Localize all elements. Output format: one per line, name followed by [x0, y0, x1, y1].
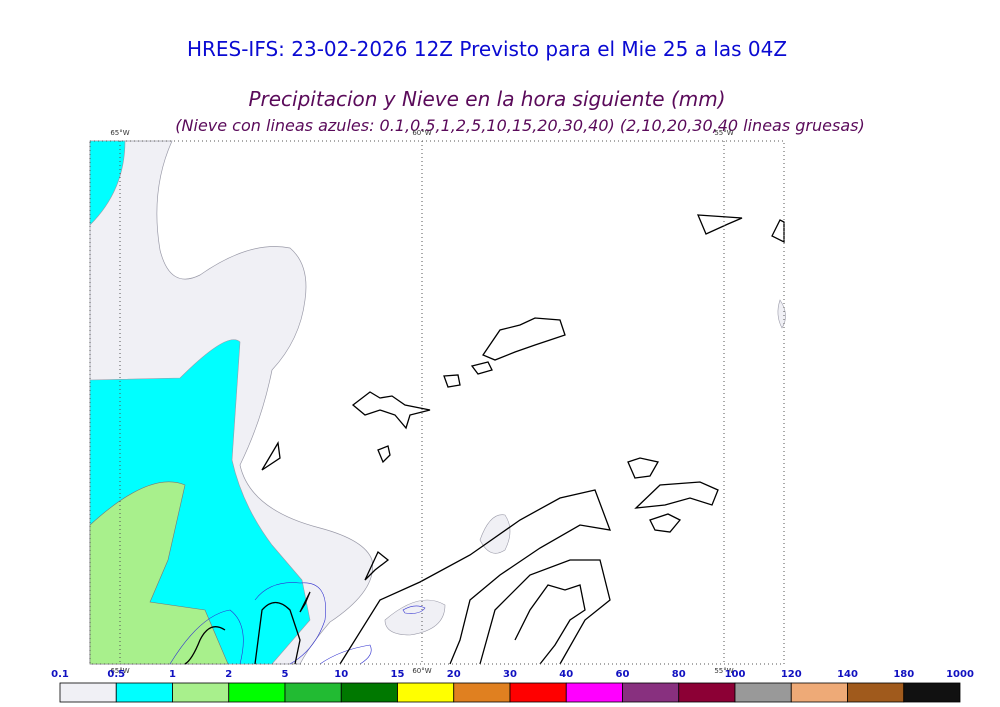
- meridian-label: 60°W: [412, 129, 431, 137]
- colorbar-label: 40: [559, 669, 573, 680]
- colorbar-label: 2: [225, 669, 232, 680]
- colorbar-box: [115, 682, 173, 703]
- colorbar-box: [340, 682, 398, 703]
- colorbar-label: 100: [725, 669, 746, 680]
- meridian-label: 65°W: [110, 667, 129, 675]
- colorbar-label: 1: [169, 669, 176, 680]
- map: [89, 140, 786, 665]
- colorbar-box: [903, 682, 961, 703]
- colorbar-label: 180: [893, 669, 914, 680]
- meridian-label: 65°W: [110, 129, 129, 137]
- colorbar-label: 60: [616, 669, 630, 680]
- colorbar-box: [59, 682, 117, 703]
- colorbar-box: [397, 682, 455, 703]
- subtitle: Precipitacion y Nieve en la hora siguien…: [248, 87, 725, 111]
- colorbar-label: 120: [781, 669, 802, 680]
- colorbar-box: [847, 682, 905, 703]
- colorbar-label: 1000: [946, 669, 974, 680]
- colorbar-label: 20: [447, 669, 461, 680]
- colorbar-label: 140: [837, 669, 858, 680]
- title: HRES-IFS: 23-02-2026 12Z Previsto para e…: [187, 37, 787, 61]
- meridian-label: 55°W: [714, 667, 733, 675]
- colorbar-label: 15: [391, 669, 405, 680]
- colorbar-label: 80: [672, 669, 686, 680]
- colorbar-label: 30: [503, 669, 517, 680]
- colorbar-label: 10: [334, 669, 348, 680]
- meridian-label: 60°W: [412, 667, 431, 675]
- meridian-label: 55°W: [714, 129, 733, 137]
- note: (Nieve con lineas azules: 0.1,0.5,1,2,5,…: [175, 116, 864, 135]
- colorbar-box: [734, 682, 792, 703]
- colorbar-label: 0.1: [51, 669, 69, 680]
- colorbar-box: [565, 682, 623, 703]
- colorbar-box: [509, 682, 567, 703]
- colorbar-box: [228, 682, 286, 703]
- colorbar-box: [284, 682, 342, 703]
- colorbar-box: [453, 682, 511, 703]
- colorbar-label: 5: [282, 669, 289, 680]
- colorbar-box: [790, 682, 848, 703]
- colorbar-box: [678, 682, 736, 703]
- colorbar-box: [172, 682, 230, 703]
- colorbar-label: 0.5: [107, 669, 125, 680]
- colorbar-box: [622, 682, 680, 703]
